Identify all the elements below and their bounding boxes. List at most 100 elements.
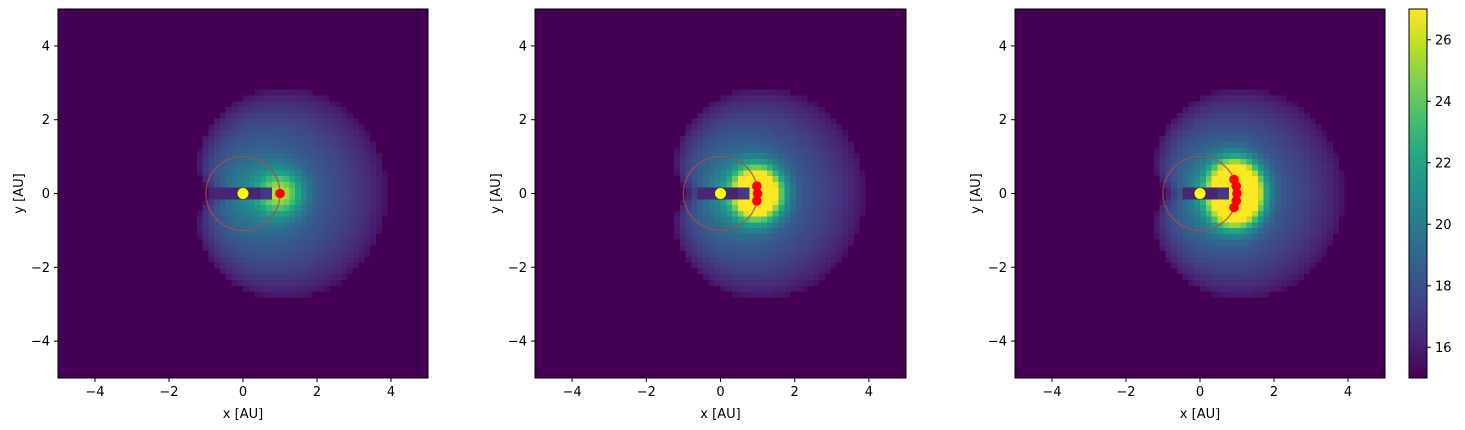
heatmap-cell bbox=[248, 331, 256, 339]
heatmap-cell bbox=[260, 14, 267, 22]
heatmap-cell bbox=[679, 32, 687, 39]
heatmap-cell bbox=[790, 78, 797, 85]
heatmap-cell bbox=[185, 14, 192, 22]
heatmap-cell bbox=[598, 66, 606, 74]
heatmap-cell bbox=[225, 331, 233, 339]
heatmap-cell bbox=[150, 141, 157, 148]
heatmap-cell bbox=[133, 37, 140, 45]
heatmap-cell bbox=[260, 164, 267, 172]
heatmap-cell bbox=[387, 337, 394, 345]
heatmap-cell bbox=[121, 297, 128, 304]
heatmap-cell bbox=[271, 303, 279, 310]
heatmap-cell bbox=[162, 205, 169, 212]
heatmap-cell bbox=[318, 9, 325, 16]
heatmap-cell bbox=[144, 268, 152, 275]
heatmap-cell bbox=[208, 308, 215, 316]
heatmap-cell bbox=[81, 55, 88, 62]
heatmap-cell bbox=[399, 176, 406, 183]
heatmap-cell bbox=[627, 32, 635, 39]
heatmap-cell bbox=[260, 9, 267, 16]
heatmap-cell bbox=[540, 14, 548, 22]
heatmap-cell bbox=[404, 337, 412, 345]
heatmap-cell bbox=[387, 297, 394, 304]
heatmap-cell bbox=[156, 101, 163, 108]
heatmap-cell bbox=[277, 83, 285, 91]
heatmap-cell bbox=[243, 251, 250, 258]
heatmap-cell bbox=[179, 14, 186, 22]
heatmap-cell bbox=[225, 164, 233, 172]
heatmap-cell bbox=[410, 372, 418, 379]
heatmap-cell bbox=[225, 60, 233, 68]
heatmap-cell bbox=[115, 354, 123, 362]
heatmap-cell bbox=[63, 297, 71, 304]
heatmap-cell bbox=[813, 55, 820, 62]
heatmap-cell bbox=[260, 210, 267, 218]
heatmap-cell bbox=[737, 32, 745, 39]
heatmap-cell bbox=[306, 268, 313, 275]
heatmap-cell bbox=[75, 274, 82, 281]
heatmap-cell bbox=[167, 49, 175, 56]
heatmap-cell bbox=[399, 360, 406, 368]
heatmap-cell bbox=[375, 130, 383, 137]
heatmap-cell bbox=[552, 14, 559, 22]
heatmap-cell bbox=[179, 245, 186, 252]
heatmap-cell bbox=[86, 326, 94, 333]
heatmap-cell bbox=[133, 366, 140, 373]
heatmap-cell bbox=[150, 256, 157, 264]
heatmap-cell bbox=[254, 314, 261, 321]
heatmap-cell bbox=[185, 181, 192, 189]
heatmap-cell bbox=[214, 222, 221, 229]
heatmap-cell bbox=[352, 366, 360, 373]
heatmap-cell bbox=[347, 118, 354, 125]
heatmap-cell bbox=[75, 187, 82, 195]
heatmap-cell bbox=[225, 349, 233, 356]
heatmap-cell bbox=[387, 181, 394, 189]
heatmap-cell bbox=[75, 141, 82, 148]
heatmap-cell bbox=[254, 158, 261, 166]
heatmap-cell bbox=[63, 372, 71, 379]
heatmap-cell bbox=[393, 20, 400, 27]
heatmap-cell bbox=[289, 43, 296, 50]
heatmap-cell bbox=[92, 314, 100, 321]
heatmap-cell bbox=[133, 95, 140, 102]
heatmap-cell bbox=[416, 124, 423, 131]
heatmap-cell bbox=[185, 130, 192, 137]
heatmap-cell bbox=[552, 78, 559, 85]
heatmap-cell bbox=[231, 279, 238, 287]
heatmap-cell bbox=[416, 187, 423, 195]
heatmap-cell bbox=[271, 181, 279, 189]
heatmap-cell bbox=[422, 72, 429, 79]
heatmap-cell bbox=[185, 274, 192, 281]
heatmap-cell bbox=[306, 158, 313, 166]
heatmap-cell bbox=[104, 222, 111, 229]
heatmap-cell bbox=[422, 124, 429, 131]
heatmap-cell bbox=[656, 49, 664, 56]
heatmap-cell bbox=[179, 354, 186, 362]
heatmap-cell bbox=[208, 205, 215, 212]
heatmap-cell bbox=[801, 26, 809, 33]
heatmap-cell bbox=[381, 124, 389, 131]
heatmap-cell bbox=[871, 72, 878, 79]
heatmap-cell bbox=[616, 49, 623, 56]
heatmap-cell bbox=[75, 337, 82, 345]
heatmap-cell bbox=[271, 279, 279, 287]
heatmap-cell bbox=[888, 43, 896, 50]
heatmap-cell bbox=[312, 181, 319, 189]
heatmap-cell bbox=[575, 60, 582, 68]
heatmap-cell bbox=[691, 60, 698, 68]
heatmap-cell bbox=[260, 181, 267, 189]
heatmap-cell bbox=[610, 49, 617, 56]
heatmap-cell bbox=[295, 158, 302, 166]
heatmap-cell bbox=[358, 158, 366, 166]
heatmap-cell bbox=[404, 101, 412, 108]
heatmap-cell bbox=[144, 256, 152, 264]
heatmap-cell bbox=[266, 354, 273, 362]
heatmap-cell bbox=[266, 181, 273, 189]
heatmap-cell bbox=[266, 158, 273, 166]
heatmap-cell bbox=[237, 78, 244, 85]
heatmap-cell bbox=[231, 303, 238, 310]
heatmap-cell bbox=[306, 181, 313, 189]
heatmap-cell bbox=[283, 83, 290, 91]
heatmap-cell bbox=[399, 262, 406, 270]
heatmap-cell bbox=[185, 66, 192, 74]
